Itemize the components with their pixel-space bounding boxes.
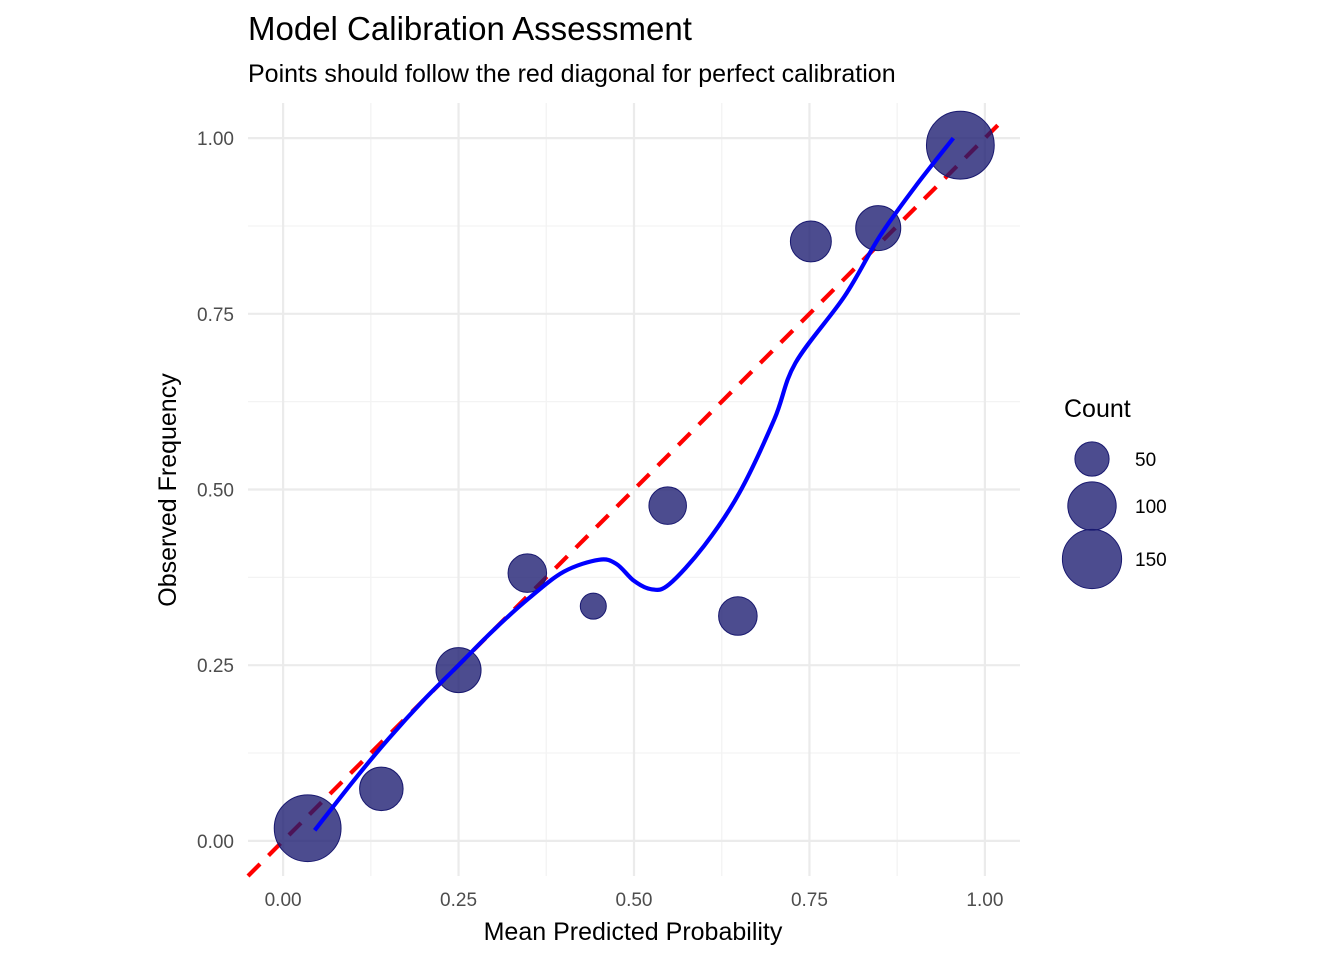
calibration-point bbox=[718, 596, 758, 636]
smooth-line bbox=[313, 136, 955, 832]
x-tick-label: 0.00 bbox=[265, 890, 302, 911]
y-tick-label: 0.00 bbox=[197, 832, 234, 853]
calibration-point bbox=[273, 794, 342, 863]
y-axis-title: Observed Frequency bbox=[154, 373, 182, 607]
chart-subtitle: Points should follow the red diagonal fo… bbox=[248, 60, 896, 88]
legend-key bbox=[1074, 441, 1110, 477]
legend-label: 50 bbox=[1135, 450, 1156, 471]
x-axis-title: Mean Predicted Probability bbox=[484, 918, 783, 946]
legend: Count 50 100 150 bbox=[1061, 395, 1167, 590]
reference-diagonal bbox=[246, 115, 1008, 878]
calibration-point bbox=[435, 647, 482, 694]
calibration-point bbox=[359, 766, 404, 812]
y-axis-ticks: 0.00 0.25 0.50 0.75 1.00 bbox=[197, 129, 234, 853]
calibration-point bbox=[855, 205, 902, 252]
calibration-point bbox=[579, 592, 607, 620]
legend-title: Count bbox=[1064, 395, 1131, 423]
smooth-curve bbox=[313, 136, 955, 832]
calibration-point bbox=[925, 110, 995, 180]
x-tick-label: 0.50 bbox=[616, 890, 653, 911]
legend-keys bbox=[1061, 441, 1123, 590]
calibration-points bbox=[273, 110, 995, 863]
calibration-point bbox=[507, 553, 548, 593]
grid-lines bbox=[248, 103, 1020, 876]
legend-label: 100 bbox=[1135, 497, 1167, 518]
reference-line bbox=[246, 115, 1008, 878]
x-axis-ticks: 0.00 0.25 0.50 0.75 1.00 bbox=[265, 890, 1004, 911]
x-tick-label: 1.00 bbox=[966, 890, 1003, 911]
y-tick-label: 1.00 bbox=[197, 129, 234, 150]
calibration-point bbox=[648, 486, 687, 525]
x-tick-label: 0.75 bbox=[791, 890, 828, 911]
y-tick-label: 0.50 bbox=[197, 481, 234, 502]
x-tick-label: 0.25 bbox=[440, 890, 477, 911]
legend-key bbox=[1061, 528, 1123, 590]
chart-title: Model Calibration Assessment bbox=[248, 10, 692, 47]
legend-key bbox=[1067, 481, 1117, 531]
y-tick-label: 0.75 bbox=[197, 305, 234, 326]
y-tick-label: 0.25 bbox=[197, 656, 234, 677]
calibration-point bbox=[789, 220, 832, 263]
legend-label: 150 bbox=[1135, 550, 1167, 571]
